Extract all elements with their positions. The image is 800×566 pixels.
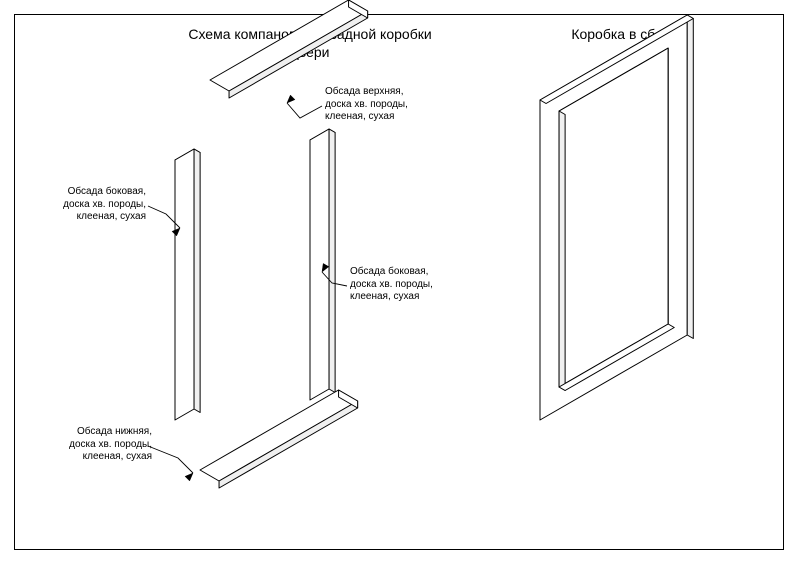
- diagram-canvas: Схема компановки обсадной коробки двери …: [0, 0, 800, 566]
- label-bottom: Обсада нижняя, доска хв. породы, клееная…: [62, 426, 152, 464]
- label-top: Обсада верхняя, доска хв. породы, клеена…: [325, 86, 408, 124]
- label-left: Обсада боковая, доска хв. породы, клеена…: [56, 186, 146, 224]
- label-right: Обсада боковая, доска хв. породы, клеена…: [350, 266, 433, 304]
